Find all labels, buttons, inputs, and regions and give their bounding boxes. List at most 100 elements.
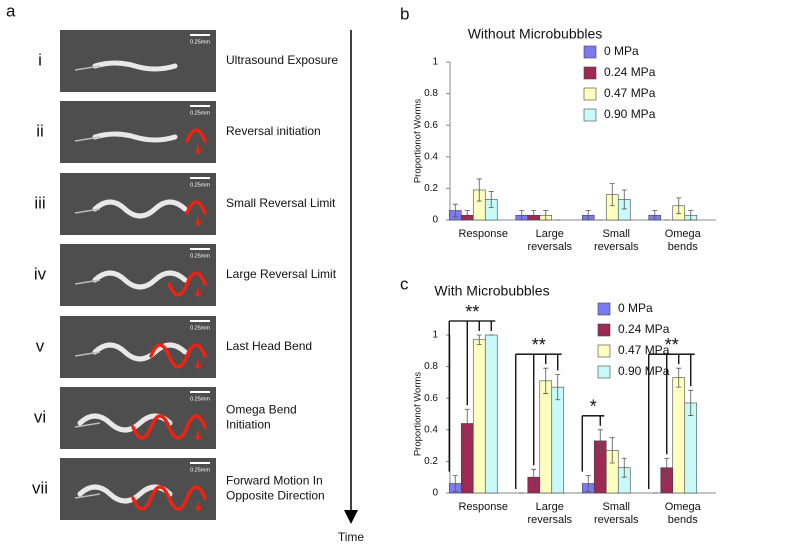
y-tick-label: 0.6 xyxy=(424,393,438,404)
trajectory xyxy=(167,271,207,297)
panel-label: b xyxy=(400,4,409,23)
error-bar xyxy=(621,457,627,478)
worm-tail xyxy=(74,208,101,214)
y-tick-label: 0.6 xyxy=(424,120,438,131)
bar xyxy=(684,402,698,494)
head-marker xyxy=(194,431,202,441)
bar xyxy=(539,380,553,494)
head-marker xyxy=(194,288,202,298)
row-numeral: ii xyxy=(36,121,44,140)
panel-label: a xyxy=(6,1,16,20)
scale-label: 0.25mm xyxy=(190,253,210,259)
head-marker xyxy=(194,360,202,370)
error-bar xyxy=(543,367,549,394)
worm xyxy=(77,413,173,433)
trajectory xyxy=(185,200,207,215)
y-tick-label: 1 xyxy=(432,57,438,68)
significance-bracket xyxy=(581,415,605,472)
legend-swatch xyxy=(597,344,611,358)
error-bar xyxy=(476,178,482,202)
trajectory xyxy=(149,343,207,369)
row-caption: Small Reversal Limit xyxy=(226,196,336,210)
legend-swatch xyxy=(597,302,611,316)
error-bar xyxy=(452,475,458,492)
row-caption: Forward Motion In xyxy=(226,474,323,488)
row-numeral: vi xyxy=(34,407,46,426)
significance-bracket xyxy=(515,353,562,489)
legend-label: 0.90 MPa xyxy=(618,364,670,378)
legend-label: 0.47 MPa xyxy=(604,86,656,100)
x-tick-label: Small reversals xyxy=(594,228,639,253)
row-caption: Initiation xyxy=(226,418,271,432)
worm xyxy=(92,199,188,219)
scale-label: 0.25mm xyxy=(190,182,210,188)
error-bar xyxy=(688,389,694,416)
significance-label: ** xyxy=(532,335,546,355)
worm-tail xyxy=(74,136,101,142)
y-tick-label: 0.2 xyxy=(424,183,438,194)
significance-label: ** xyxy=(665,335,679,355)
error-bar xyxy=(519,210,525,221)
legend-label: 0.24 MPa xyxy=(604,65,656,79)
error-bar xyxy=(609,437,615,464)
worm xyxy=(92,270,188,290)
error-bar xyxy=(476,334,482,345)
y-tick-label: 1 xyxy=(432,330,438,341)
legend-label: 0.90 MPa xyxy=(604,107,656,121)
error-bar xyxy=(452,203,458,218)
x-tick-label: Large reversals xyxy=(527,501,572,526)
bar xyxy=(472,339,486,494)
y-tick-label: 0.4 xyxy=(424,424,438,435)
row-numeral: iv xyxy=(34,264,47,283)
head-marker xyxy=(194,217,202,227)
legend-label: 0.24 MPa xyxy=(618,322,670,336)
legend-swatch xyxy=(583,45,597,59)
time-label: Time xyxy=(338,530,365,544)
legend-swatch xyxy=(583,66,597,80)
error-bar xyxy=(597,429,603,453)
scale-label: 0.25mm xyxy=(190,396,210,402)
significance-label: ** xyxy=(465,302,479,322)
legend-label: 0 MPa xyxy=(604,44,639,58)
y-axis-label: Proportionof Worms xyxy=(413,372,424,457)
x-tick-label: Large reversals xyxy=(527,228,572,253)
legend-swatch xyxy=(597,365,611,379)
error-bar xyxy=(531,210,537,221)
y-tick-label: 0 xyxy=(432,488,438,499)
worm-tail xyxy=(74,493,101,499)
scale-label: 0.25mm xyxy=(190,110,210,116)
x-tick-label: Omega bends xyxy=(665,228,702,253)
legend-label: 0 MPa xyxy=(618,301,653,315)
error-bar xyxy=(464,408,470,439)
row-numeral: i xyxy=(38,50,42,69)
legend-swatch xyxy=(583,87,597,101)
chart-title: With Microbubbles xyxy=(434,283,549,299)
y-tick-label: 0 xyxy=(432,215,438,226)
error-bar xyxy=(652,210,658,221)
x-tick-label: Omega bends xyxy=(665,501,702,526)
panel-label: c xyxy=(400,274,409,293)
error-bar xyxy=(531,468,537,486)
error-bar xyxy=(585,210,591,221)
legend-swatch xyxy=(583,108,597,122)
bar xyxy=(551,386,565,494)
significance-bracket xyxy=(448,320,496,472)
worm xyxy=(92,131,178,143)
y-tick-label: 0.4 xyxy=(424,151,438,162)
error-bar xyxy=(464,210,470,221)
trajectory xyxy=(131,485,207,511)
legend-swatch xyxy=(597,323,611,337)
micrograph-shade xyxy=(60,30,216,92)
error-bar xyxy=(585,475,591,492)
head-marker xyxy=(194,145,202,155)
worm-tail xyxy=(74,65,101,71)
worm-tail xyxy=(74,422,101,428)
trajectory xyxy=(131,414,207,440)
scale-label: 0.25mm xyxy=(190,325,210,331)
time-arrowhead xyxy=(344,510,358,524)
y-tick-label: 0.8 xyxy=(424,88,438,99)
y-tick-label: 0.2 xyxy=(424,456,438,467)
row-caption: Ultrasound Exposure xyxy=(226,53,338,67)
